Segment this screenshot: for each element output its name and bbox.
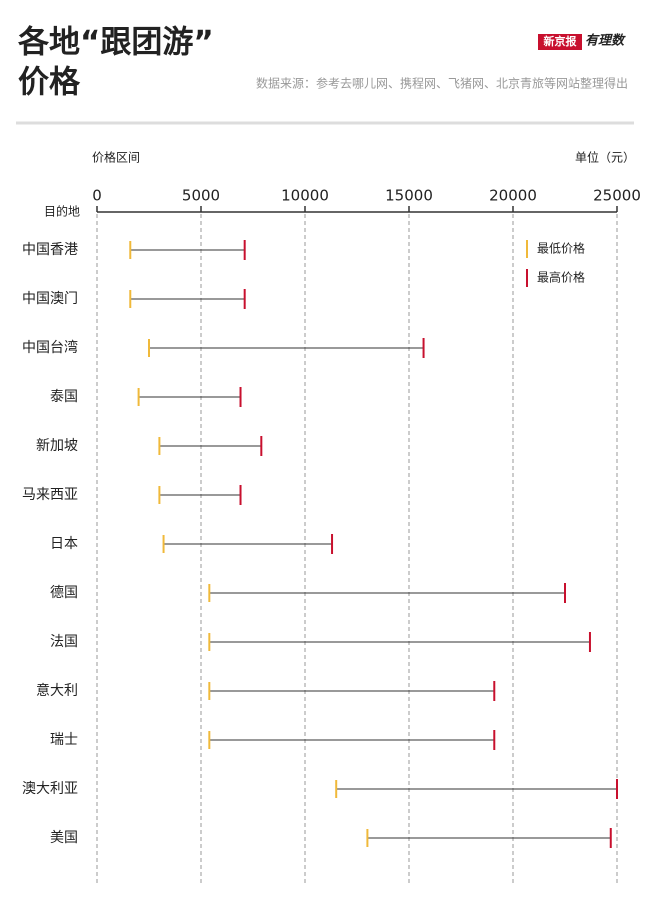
x-tick-label: 20000 xyxy=(489,187,537,205)
y-tick-label: 马来西亚 xyxy=(22,487,78,503)
brand: 新京报 xyxy=(544,34,578,48)
brand-box xyxy=(538,34,582,50)
y-tick-label: 澳大利亚 xyxy=(22,781,78,797)
chart-title: 各地“跟团游” xyxy=(17,25,214,61)
x-tick-label: 15000 xyxy=(385,187,433,205)
y-tick-label: 新加坡 xyxy=(36,438,78,454)
y-tick-label: 美国 xyxy=(50,830,78,846)
brand: 有理数 xyxy=(585,33,626,49)
legend-label: 最高价格 xyxy=(537,270,585,285)
x-tick-label: 5000 xyxy=(182,187,220,205)
x-tick-label: 10000 xyxy=(281,187,329,205)
y-tick-label: 瑞士 xyxy=(50,732,78,748)
y-tick-label: 中国澳门 xyxy=(22,291,78,307)
y-tick-label: 日本 xyxy=(50,536,78,552)
y-tick-label: 泰国 xyxy=(50,389,78,405)
y-tick-label: 中国香港 xyxy=(22,242,78,258)
unit-label: 单位（元） xyxy=(575,150,635,165)
x-tick-label: 25000 xyxy=(593,187,641,205)
x-tick-label: 0 xyxy=(92,187,102,205)
source: 数据来源：参考去哪儿网、携程网、飞猪网、北京青旅等网站整理得出 xyxy=(256,76,628,91)
y-tick-label: 法国 xyxy=(50,634,78,650)
y-tick-label: 德国 xyxy=(50,585,78,601)
legend-label: 最低价格 xyxy=(537,241,585,256)
y-tick-label: 中国台湾 xyxy=(22,339,78,356)
y-axis-label: 目的地 xyxy=(44,204,80,219)
y-tick-label: 意大利 xyxy=(36,682,78,699)
chart-title: 价格 xyxy=(18,65,81,101)
x-axis-label: 价格区间 xyxy=(92,150,140,165)
